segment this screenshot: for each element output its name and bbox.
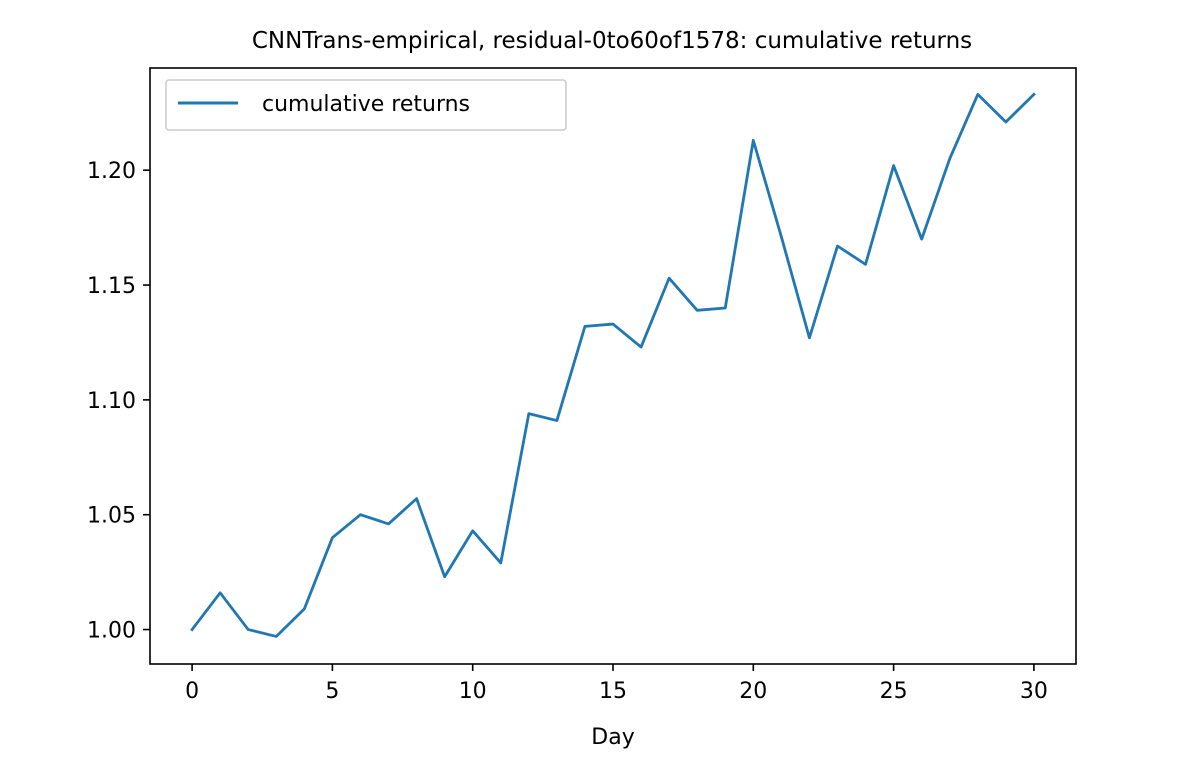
x-tick-label: 30 xyxy=(1020,679,1048,704)
data-point xyxy=(976,92,980,96)
y-tick-label: 1.05 xyxy=(87,504,136,529)
data-point xyxy=(807,336,811,340)
x-axis-ticks: 0 5 10 15 20 25 30 xyxy=(185,664,1048,704)
data-point xyxy=(667,276,671,280)
x-tick-label: 0 xyxy=(185,679,199,704)
data-point xyxy=(358,513,362,517)
data-point xyxy=(892,164,896,168)
data-point xyxy=(723,306,727,310)
x-tick-label: 5 xyxy=(325,679,339,704)
data-point xyxy=(779,235,783,239)
data-point xyxy=(218,591,222,595)
x-tick-label: 25 xyxy=(880,679,908,704)
y-tick-label: 1.10 xyxy=(87,389,136,414)
x-axis-label: Day xyxy=(591,725,634,750)
data-point xyxy=(274,634,278,638)
data-point xyxy=(835,244,839,248)
y-tick-label: 1.00 xyxy=(87,619,136,644)
data-point xyxy=(499,561,503,565)
legend: cumulative returns xyxy=(165,79,567,131)
data-point xyxy=(948,157,952,161)
data-point xyxy=(387,522,391,526)
x-tick-label: 15 xyxy=(599,679,627,704)
x-tick-label: 10 xyxy=(459,679,487,704)
plot-area: 0 5 10 15 20 25 30 1.00 1.05 1.10 1.15 1.20 xyxy=(87,67,1077,704)
series-line-cumulative-returns xyxy=(190,92,1036,638)
data-point xyxy=(611,322,615,326)
y-tick-label: 1.15 xyxy=(87,274,136,299)
data-point xyxy=(527,412,531,416)
x-tick-label: 20 xyxy=(739,679,767,704)
data-point xyxy=(471,529,475,533)
chart-title: CNNTrans-empirical, residual-0to60of1578… xyxy=(252,28,972,54)
data-point xyxy=(1032,92,1036,96)
data-point xyxy=(443,575,447,579)
data-point xyxy=(639,345,643,349)
data-point xyxy=(330,536,334,540)
legend-box xyxy=(165,79,567,131)
data-point xyxy=(583,324,587,328)
data-point xyxy=(302,607,306,611)
data-point xyxy=(190,628,194,632)
y-axis-ticks: 1.00 1.05 1.10 1.15 1.20 xyxy=(87,159,150,644)
data-point xyxy=(555,419,559,423)
data-point xyxy=(246,628,250,632)
series-layer xyxy=(190,92,1036,638)
data-point xyxy=(1004,120,1008,124)
y-tick-label: 1.20 xyxy=(87,159,136,184)
legend-entry-cumulative-returns: cumulative returns xyxy=(262,92,470,117)
data-point xyxy=(864,262,868,266)
data-point xyxy=(415,497,419,501)
data-point xyxy=(751,138,755,142)
data-point xyxy=(695,308,699,312)
data-point xyxy=(920,237,924,241)
